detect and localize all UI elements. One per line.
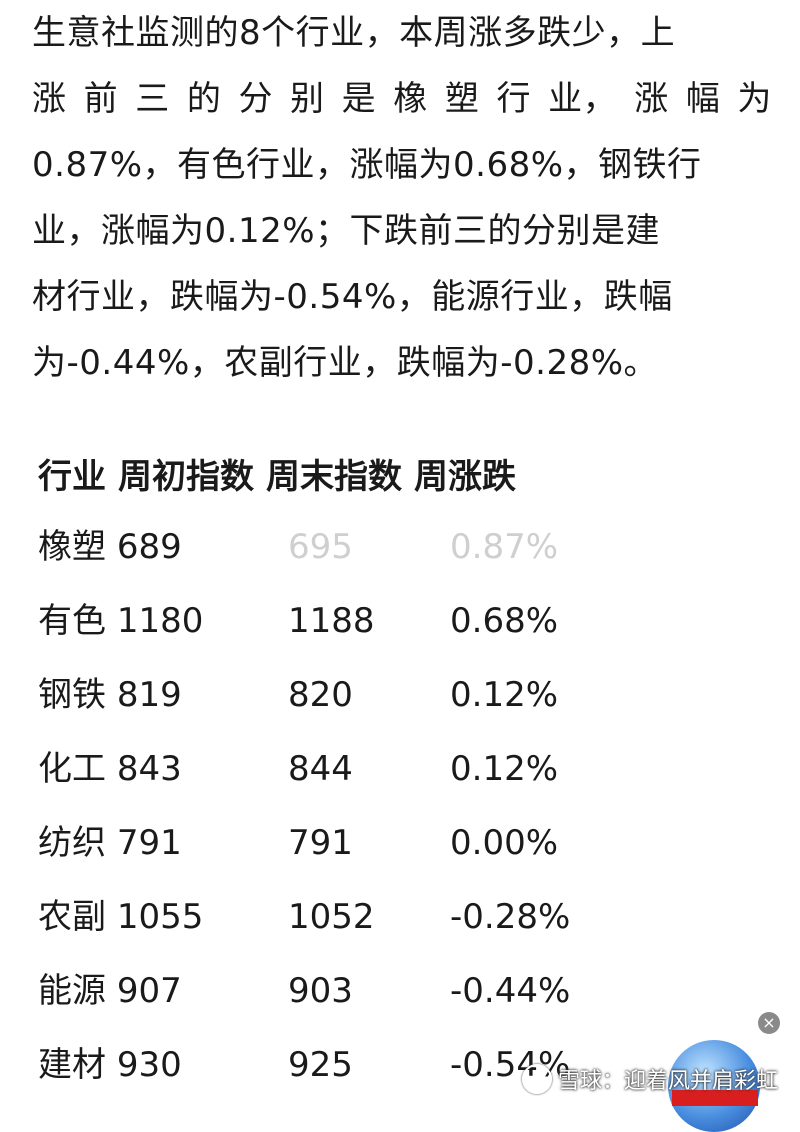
paragraph-glyph: 前 [83,79,119,119]
paragraph-glyph: 的 [186,79,222,119]
industry-cell: 橡塑 689 [38,527,182,567]
industry-cell: 农副 1055 [38,897,204,937]
snowball-logo-icon [521,1064,552,1094]
end-index-cell: 925 [288,1045,353,1085]
industry-cell: 有色 1180 [38,601,204,641]
industry-cell: 纺织 791 [38,823,182,863]
table-row: 有色 1180 1188 0.68% [38,584,758,658]
paragraph-glyph: 业， [548,79,618,119]
header-industry: 行业 [38,456,106,497]
change-cell: 0.68% [450,601,559,641]
end-index-cell: 820 [288,675,353,715]
paragraph-glyph: 塑 [444,79,480,119]
watermark-text: 雪球：迎着风并肩彩虹 [557,1069,778,1094]
header-end-index: 周末指数 [266,456,402,497]
paragraph-glyph: 行 [496,79,531,119]
change-cell: 0.12% [450,749,559,789]
table-row: 农副 1055 1052 -0.28% [38,880,758,954]
table-row: 能源 907 903 -0.44% [38,954,758,1028]
change-cell: -0.28% [450,897,571,937]
table-row: 化工 843 844 0.12% [38,732,758,806]
table-header: 行业 周初指数 周末指数 周涨跌 [38,436,758,510]
article-paragraph: 生意社监测的8个行业，本周涨多跌少，上 涨前三的分别是橡塑行业，涨幅为 0.87… [32,0,772,396]
end-index-cell: 844 [288,749,353,789]
table-row: 纺织 791 791 0.00% [38,806,758,880]
end-index-cell: 1188 [288,601,375,641]
end-index-cell: 791 [288,823,353,863]
paragraph-glyph: 分 [238,79,273,119]
change-cell: 0.87% [450,527,559,567]
paragraph-line: 涨前三的分别是橡塑行业，涨幅为 [32,66,772,132]
paragraph-line: 材行业，跌幅为-0.54%，能源行业，跌幅 [32,277,673,317]
paragraph-glyph: 为 [737,79,772,119]
industry-cell: 能源 907 [38,971,182,1011]
table-row: 橡塑 689 695 0.87% [38,510,758,584]
end-index-cell: 1052 [288,897,375,937]
industry-index-table: 行业 周初指数 周末指数 周涨跌 橡塑 689 695 0.87% 有色 118… [38,436,758,1102]
paragraph-line: 业，涨幅为0.12%；下跌前三的分别是建 [32,211,661,251]
close-overlay-button[interactable]: × [758,1012,780,1034]
header-start-index: 周初指数 [118,456,254,497]
paragraph-glyph: 别 [290,79,325,119]
header-weekly-change: 周涨跌 [414,456,516,497]
paragraph-glyph: 橡 [393,79,428,119]
paragraph-line: 为-0.44%，农副行业，跌幅为-0.28%。 [32,343,659,383]
change-cell: 0.00% [450,823,559,863]
paragraph-glyph: 是 [341,79,377,119]
paragraph-glyph: 幅 [685,79,721,119]
paragraph-line: 生意社监测的8个行业，本周涨多跌少，上 [32,13,676,53]
end-index-cell: 903 [288,971,353,1011]
news-banner-strip [672,1090,758,1106]
industry-cell: 建材 930 [38,1045,182,1085]
paragraph-glyph: 三 [135,79,170,119]
paragraph-glyph: 涨 [634,79,669,119]
industry-cell: 钢铁 819 [38,675,182,715]
change-cell: -0.44% [450,971,571,1011]
snowball-watermark: 雪球：迎着风并肩彩虹 [521,1063,778,1095]
paragraph-line: 0.87%，有色行业，涨幅为0.68%，钢铁行 [32,145,702,185]
paragraph-glyph: 涨 [32,79,67,119]
change-cell: 0.12% [450,675,559,715]
table-row: 钢铁 819 820 0.12% [38,658,758,732]
end-index-cell: 695 [288,527,353,567]
industry-cell: 化工 843 [38,749,182,789]
